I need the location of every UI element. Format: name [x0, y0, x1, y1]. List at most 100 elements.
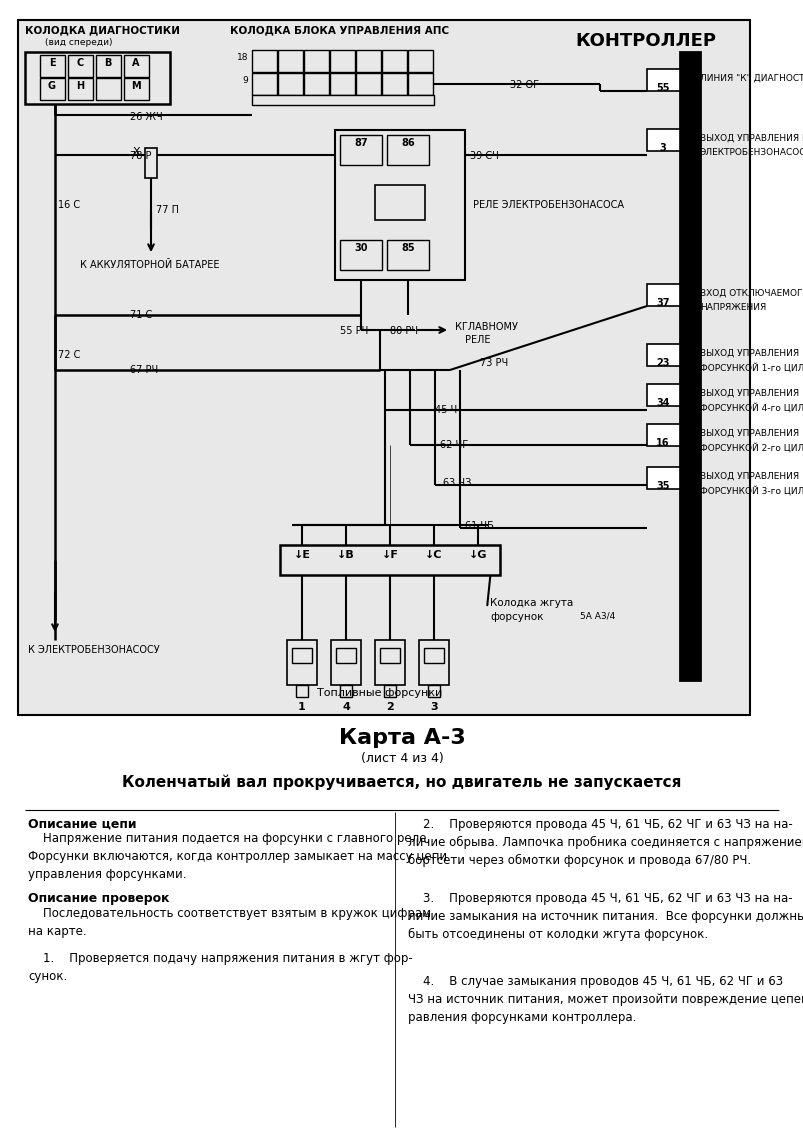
Bar [40, 78, 65, 100]
Bar [380, 648, 400, 663]
Text: НАПРЯЖЕНИЯ: НАПРЯЖЕНИЯ [699, 303, 765, 312]
Bar [279, 545, 499, 575]
Text: 61 ЧБ: 61 ЧБ [464, 521, 493, 531]
Text: 45 Ч: 45 Ч [434, 405, 457, 415]
Bar [407, 73, 433, 95]
Text: 77 П: 77 П [156, 205, 179, 214]
Text: 55 РЧ: 55 РЧ [340, 326, 368, 336]
Bar [296, 685, 308, 697]
Bar [679, 52, 699, 680]
Text: 26 ЖЧ: 26 ЖЧ [130, 112, 162, 122]
Text: 9: 9 [242, 76, 247, 85]
Text: ЛИНИЯ "К" ДИАГНОСТИКИ: ЛИНИЯ "К" ДИАГНОСТИКИ [699, 75, 803, 83]
Text: (вид спереди): (вид спереди) [45, 38, 112, 47]
Text: 71 С: 71 С [130, 310, 152, 320]
Bar [124, 55, 149, 77]
Text: К АККУЛЯТОРНОЙ БАТАРЕЕ: К АККУЛЯТОРНОЙ БАТАРЕЕ [80, 260, 219, 270]
Text: К ЭЛЕКТРОБЕНЗОНАСОСУ: К ЭЛЕКТРОБЕНЗОНАСОСУ [28, 645, 160, 655]
Text: ↓E: ↓E [293, 551, 310, 560]
Text: ВЫХОД УПРАВЛЕНИЯ: ВЫХОД УПРАВЛЕНИЯ [699, 473, 798, 481]
Text: 30: 30 [354, 243, 367, 253]
Text: КОНТРОЛЛЕР: КОНТРОЛЛЕР [574, 32, 715, 50]
Bar [386, 135, 429, 165]
Bar [18, 19, 749, 715]
Text: ЭЛЕКТРОБЕНЗОНАСОСА: ЭЛЕКТРОБЕНЗОНАСОСА [699, 148, 803, 157]
Text: 2: 2 [385, 702, 393, 712]
Bar [427, 685, 439, 697]
Text: 3: 3 [430, 702, 438, 712]
Bar [304, 50, 328, 72]
Text: 62 ЧГ: 62 ЧГ [439, 440, 467, 450]
Text: ФОРСУНКОЙ 3-го ЦИЛИНДРА: ФОРСУНКОЙ 3-го ЦИЛИНДРА [699, 486, 803, 496]
Text: ВЫХОД УПРАВЛЕНИЯ: ВЫХОД УПРАВЛЕНИЯ [699, 429, 798, 438]
Bar [335, 130, 464, 280]
Text: 35: 35 [655, 481, 669, 491]
Text: 18: 18 [236, 53, 247, 62]
Bar [25, 52, 169, 104]
Bar [96, 55, 120, 77]
Bar [251, 73, 277, 95]
Text: 2.    Проверяются провода 45 Ч, 61 ЧБ, 62 ЧГ и 63 ЧЗ на на-
личие обрыва. Лампоч: 2. Проверяются провода 45 Ч, 61 ЧБ, 62 Ч… [407, 818, 803, 867]
Text: ↓G: ↓G [468, 551, 487, 560]
Text: 16 С: 16 С [58, 200, 80, 210]
Bar [646, 128, 679, 151]
Text: 39 СЧ: 39 СЧ [470, 151, 498, 161]
Bar [381, 50, 406, 72]
Text: 85: 85 [401, 243, 414, 253]
Bar [340, 240, 381, 270]
Text: 3: 3 [658, 143, 666, 153]
Bar [418, 640, 448, 685]
Text: B: B [104, 58, 112, 68]
Bar [646, 344, 679, 366]
Bar [384, 685, 396, 697]
Text: H: H [75, 81, 84, 91]
Text: 72 С: 72 С [58, 350, 80, 360]
Bar [329, 73, 355, 95]
Text: 87: 87 [354, 138, 367, 148]
Text: (лист 4 из 4): (лист 4 из 4) [361, 752, 442, 765]
Text: ВЫХОД УПРАВЛЕНИЯ: ВЫХОД УПРАВЛЕНИЯ [699, 389, 798, 398]
Text: E: E [49, 58, 55, 68]
Text: ФОРСУНКОЙ 2-го ЦИЛИНДРА: ФОРСУНКОЙ 2-го ЦИЛИНДРА [699, 443, 803, 453]
Bar [251, 50, 277, 72]
Bar [646, 467, 679, 489]
Text: ФОРСУНКОЙ 4-го ЦИЛИНДРА: ФОРСУНКОЙ 4-го ЦИЛИНДРА [699, 403, 803, 413]
Text: 32 ОГ: 32 ОГ [509, 80, 539, 89]
Text: ФОРСУНКОЙ 1-го ЦИЛИНДРА: ФОРСУНКОЙ 1-го ЦИЛИНДРА [699, 362, 803, 373]
Text: 37: 37 [655, 298, 669, 309]
Text: 1: 1 [298, 702, 305, 712]
Bar [331, 640, 361, 685]
Text: Карта А-3: Карта А-3 [338, 728, 465, 748]
Bar [356, 50, 381, 72]
Text: Х: Х [132, 147, 140, 157]
Bar [68, 78, 93, 100]
Text: Коленчатый вал прокручивается, но двигатель не запускается: Коленчатый вал прокручивается, но двигат… [122, 774, 681, 789]
Text: КГЛАВНОМУ: КГЛАВНОМУ [454, 322, 517, 331]
Text: 16: 16 [655, 438, 669, 448]
Text: 5А А3/4: 5А А3/4 [579, 612, 614, 621]
Text: Напряжение питания подается на форсунки с главного реле.
Форсунки включаются, ко: Напряжение питания подается на форсунки … [28, 832, 446, 881]
Text: 4.    В случае замыкания проводов 45 Ч, 61 ЧБ, 62 ЧГ и 63
ЧЗ на источник питания: 4. В случае замыкания проводов 45 Ч, 61 … [407, 975, 803, 1024]
Bar [124, 78, 149, 100]
Bar [278, 50, 303, 72]
Bar [374, 640, 405, 685]
Text: 55: 55 [655, 83, 669, 93]
Bar [145, 148, 157, 178]
Text: Топливные форсунки: Топливные форсунки [317, 688, 442, 699]
Text: 80 РЧ: 80 РЧ [389, 326, 418, 336]
Bar [336, 648, 356, 663]
Bar [356, 73, 381, 95]
Text: ВЫХОД УПРАВЛЕНИЯ: ВЫХОД УПРАВЛЕНИЯ [699, 349, 798, 358]
Bar [423, 648, 443, 663]
Text: Описание цепи: Описание цепи [28, 818, 137, 830]
Text: КОЛОДКА БЛОКА УПРАВЛЕНИЯ АПС: КОЛОДКА БЛОКА УПРАВЛЕНИЯ АПС [230, 25, 449, 36]
Bar [251, 95, 434, 106]
Bar [340, 685, 352, 697]
Bar [329, 50, 355, 72]
Bar [407, 50, 433, 72]
Bar [96, 78, 120, 100]
Bar [646, 424, 679, 446]
Text: КОЛОДКА ДИАГНОСТИКИ: КОЛОДКА ДИАГНОСТИКИ [25, 25, 180, 36]
Bar [374, 185, 425, 220]
Text: 23: 23 [655, 358, 669, 368]
